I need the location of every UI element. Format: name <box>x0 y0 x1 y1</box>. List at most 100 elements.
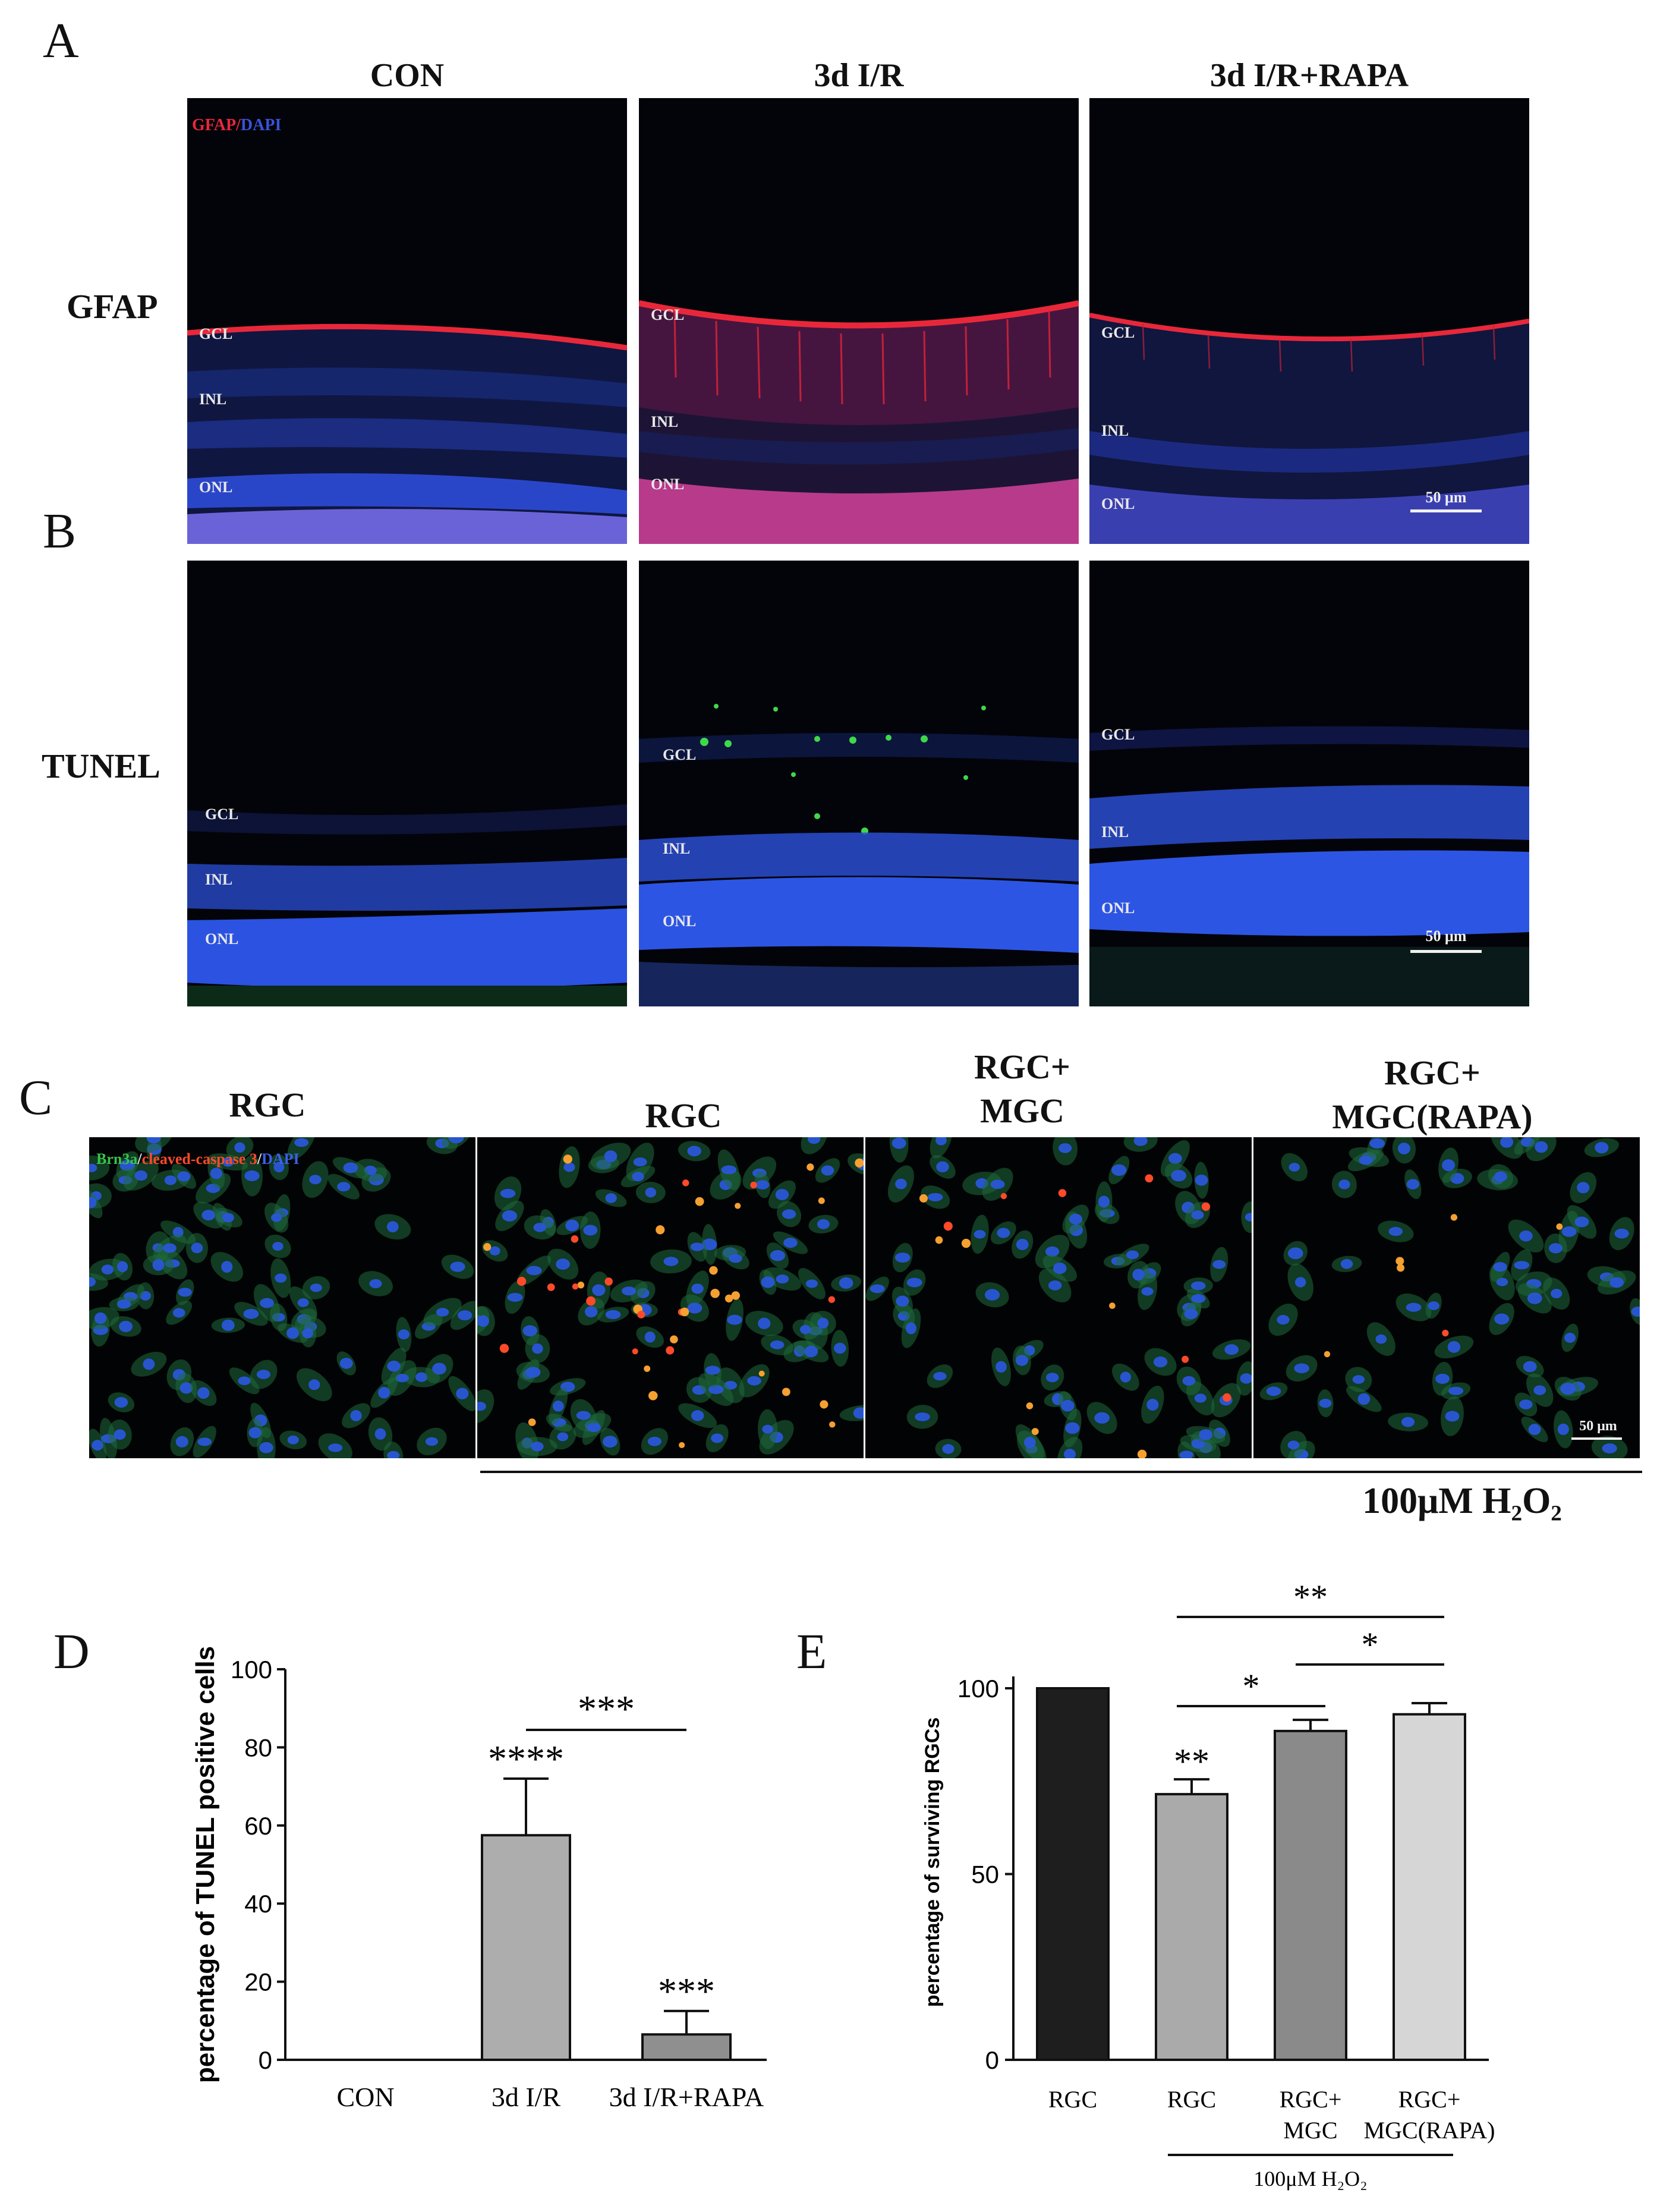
apoptotic-cell <box>670 1335 678 1343</box>
col-title-line1: RGC+ <box>974 1047 1070 1086</box>
cell-nucleus <box>552 1401 564 1412</box>
cell-rgc-mgc-rapa-micrograph: 50 μm <box>1253 1137 1640 1458</box>
cell-nucleus <box>927 1192 943 1201</box>
cell-nucleus <box>1132 1269 1145 1281</box>
h2o2-treatment-label: 100μM H₂O₂ <box>1362 1481 1562 1521</box>
treatment-label: 100μM H₂O₂ <box>1253 2167 1367 2191</box>
apoptotic-cell <box>604 1278 613 1286</box>
apoptotic-cell <box>731 1291 741 1300</box>
cell-nucleus <box>222 1157 234 1167</box>
apoptotic-cell <box>648 1391 658 1401</box>
apoptotic-cell <box>935 1236 943 1244</box>
y-tick-label: 50 <box>971 1861 999 1889</box>
cell-nucleus <box>89 1276 96 1287</box>
cell-nucleus <box>328 1443 343 1452</box>
cell-nucleus <box>1388 1226 1403 1236</box>
cell-nucleus <box>776 1274 789 1284</box>
cell-nucleus <box>287 1435 299 1445</box>
cell-rgc-h2o2-micrograph <box>477 1137 864 1458</box>
cell-nucleus <box>310 1283 322 1292</box>
cell-nucleus <box>894 1253 911 1263</box>
cell-nucleus <box>691 1283 704 1294</box>
legend-sep: / <box>257 1150 262 1168</box>
cell-nucleus <box>163 1243 177 1253</box>
layer-inl: INL <box>651 413 679 430</box>
layer-gcl: GCL <box>663 746 697 763</box>
cell-nucleus <box>906 1278 922 1288</box>
cell-nucleus <box>1549 1243 1563 1254</box>
cell-rgc-mgc-micrograph <box>865 1137 1252 1458</box>
cell-nucleus <box>770 1250 786 1261</box>
cell-nucleus <box>1369 1138 1385 1149</box>
panel-c-col-title-2: RGC <box>487 1094 880 1138</box>
x-tick-label-line1: RGC <box>1167 2086 1216 2113</box>
gfap-con-micrograph: GFAP/DAPI GCL INL ONL <box>187 98 627 544</box>
cell-nucleus <box>374 1428 386 1440</box>
tunel-con-micrograph: GCL INL ONL <box>187 561 627 1006</box>
cell-nucleus <box>933 1371 947 1381</box>
cell-nucleus <box>350 1410 362 1421</box>
cell-nucleus <box>1445 1411 1460 1422</box>
apoptotic-cell <box>735 1203 741 1209</box>
bar <box>1393 1713 1466 2061</box>
apoptotic-cell <box>571 1235 579 1243</box>
bar <box>1274 1729 1347 2061</box>
cell-nucleus <box>691 1410 704 1421</box>
cell-nucleus <box>936 1161 949 1173</box>
tunel-ir-image <box>639 704 1079 1006</box>
cell-nucleus <box>896 1295 909 1307</box>
apoptotic-cell <box>1556 1223 1563 1230</box>
cell-nucleus <box>507 1293 523 1302</box>
cell-nucleus <box>179 1382 193 1394</box>
apoptotic-cell <box>656 1225 665 1235</box>
cell-nucleus <box>1494 1171 1507 1182</box>
cell-nucleus <box>1199 1429 1212 1440</box>
cell-nucleus <box>1533 1385 1546 1395</box>
cell-nucleus <box>1500 1137 1514 1148</box>
layer-gcl: GCL <box>205 805 239 823</box>
panel-e-label: E <box>796 1624 827 1679</box>
apoptotic-cell <box>637 1310 645 1319</box>
apoptotic-cell <box>818 1197 825 1204</box>
cell-nucleus <box>1519 1230 1533 1242</box>
apoptotic-cell <box>1145 1174 1154 1183</box>
cell-nucleus <box>1428 1301 1439 1310</box>
cell-nucleus <box>990 1179 1005 1189</box>
cell-nucleus <box>1375 1334 1387 1344</box>
cell-nucleus <box>502 1210 518 1222</box>
apoptotic-cell <box>695 1197 704 1206</box>
cell-nucleus <box>1294 1363 1309 1374</box>
cell-nucleus <box>997 1228 1010 1238</box>
cell-nucleus <box>1551 1289 1563 1298</box>
apoptotic-cell <box>1137 1449 1147 1458</box>
cell-nucleus <box>1447 1341 1461 1353</box>
cell-nucleus <box>1015 1355 1028 1366</box>
apoptotic-cell <box>1201 1202 1211 1211</box>
cell-nucleus <box>770 1340 785 1349</box>
cell-nucleus <box>89 1197 97 1209</box>
bracket-significance: ** <box>1293 1581 1328 1616</box>
cell-nucleus <box>1061 1400 1075 1412</box>
apoptotic-cell <box>1000 1192 1007 1200</box>
x-tick-label-line2: MGC(RAPA) <box>1364 2117 1495 2144</box>
cell-nucleus <box>1194 1393 1206 1403</box>
cell-nucleus <box>533 1223 546 1232</box>
gfap-ir-rapa-micrograph: GCL INL ONL 50 μm <box>1089 98 1529 544</box>
cell-nucleus <box>1561 1226 1577 1237</box>
cell-nucleus <box>117 1261 128 1273</box>
cell-nucleus <box>1190 1281 1206 1291</box>
cell-nucleus <box>191 1242 203 1254</box>
cell-nucleus <box>1535 1141 1548 1153</box>
legend-sep: / <box>236 116 241 134</box>
cell-nucleus <box>531 1442 544 1452</box>
cell-nucleus <box>1401 1417 1415 1427</box>
scale-bar-label: 50 μm <box>1425 489 1467 506</box>
cell-nucleus <box>500 1188 516 1198</box>
apoptotic-cell <box>829 1421 836 1428</box>
y-tick-label: 60 <box>244 1812 272 1840</box>
bracket-significance: *** <box>578 1688 635 1730</box>
cell-nucleus <box>1126 1250 1139 1260</box>
significance-mark: **** <box>488 1738 564 1780</box>
y-axis-label: percentage of TUNEL positive cells <box>191 1646 220 2083</box>
cell-nucleus <box>143 1358 155 1370</box>
